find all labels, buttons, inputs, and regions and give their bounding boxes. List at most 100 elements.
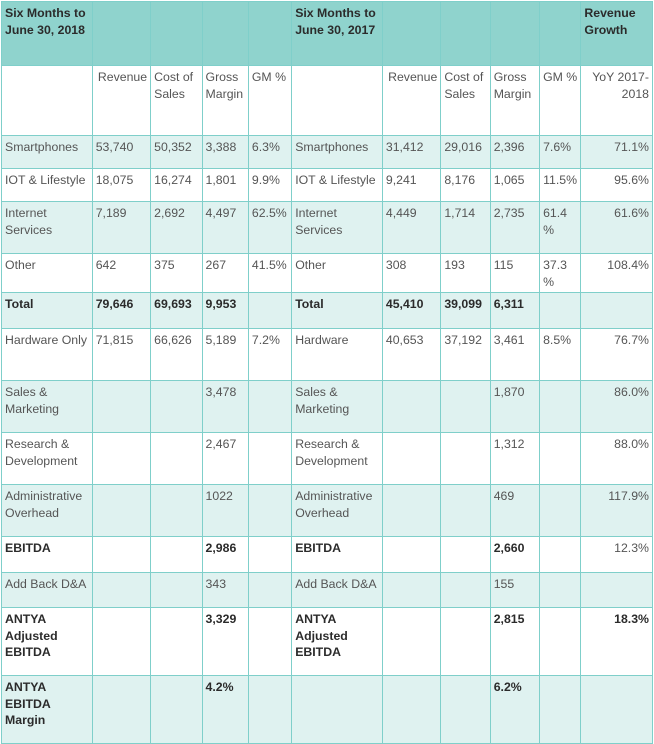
revenue-2017-cell: 31,412 [381, 135, 442, 169]
cost-2018-cell: 16,274 [150, 168, 203, 202]
row-label-2017: Internet Services [291, 201, 383, 254]
revenue-2017-cell [381, 484, 442, 537]
row-label-2018: Other [1, 253, 93, 293]
revenue-2017-cell [381, 675, 442, 744]
revenue-2017-header: Revenue [381, 65, 442, 136]
gross-2018-cell: 4,497 [201, 201, 249, 254]
cost-2018-cell [150, 607, 203, 676]
gross-2018-cell: 2,467 [201, 432, 249, 485]
gross-2018-cell: 1022 [201, 484, 249, 537]
revenue-2017-cell [381, 432, 442, 485]
gross-2018-cell: 9,953 [201, 292, 249, 329]
revenue-2018-header: Revenue [91, 65, 152, 136]
yoy-cell: 86.0% [580, 380, 653, 433]
yoy-cell [580, 572, 653, 608]
revenue-2018-cell [91, 484, 152, 537]
yoy-cell: 95.6% [580, 168, 653, 202]
gross-2017-cell: 3,461 [489, 328, 541, 381]
cost-2017-cell: 193 [440, 253, 491, 293]
yoy-cell: 108.4% [580, 253, 653, 293]
cost-2018-cell: 2,692 [150, 201, 203, 254]
gm-pct-2018-cell: 7.2% [247, 328, 293, 381]
cost-2018-cell [150, 432, 203, 485]
yoy-cell [580, 292, 653, 329]
gross-2017-cell: 1,312 [489, 432, 541, 485]
gm-2018-header: GM % [247, 65, 293, 136]
cost-2017-cell [440, 432, 491, 485]
gross-2018-cell: 1,801 [201, 168, 249, 202]
gross-2017-cell: 2,815 [489, 607, 541, 676]
revenue-2018-cell [91, 607, 152, 676]
revenue-growth-header: Revenue Growth [580, 1, 653, 66]
row-label-2018: Add Back D&A [1, 572, 93, 608]
gm-pct-2017-cell [539, 432, 582, 485]
cost-2018-cell: 50,352 [150, 135, 203, 169]
gross-2018-cell: 2,986 [201, 536, 249, 573]
gm-pct-2018-cell [247, 675, 293, 744]
table-row: EBITDA 2,986 EBITDA 2,660 12.3% [1, 536, 653, 573]
gm-pct-2018-cell [247, 536, 293, 573]
row-label-2018: Sales & Marketing [1, 380, 93, 433]
row-label-2018: Research & Development [1, 432, 93, 485]
cost-2017-cell: 29,016 [440, 135, 491, 169]
yoy-cell: 88.0% [580, 432, 653, 485]
cost-2018-cell [150, 536, 203, 573]
table-row: Internet Services 7,189 2,692 4,497 62.5% Int… [1, 201, 653, 254]
gross-2017-cell: 6,311 [489, 292, 541, 329]
cost-2017-cell [440, 484, 491, 537]
table-row: ANTYA Adjusted EBITDA 3,329 ANTYA Adjusted… [1, 607, 653, 676]
gross-2018-cell: 3,388 [201, 135, 249, 169]
cost-2017-cell [440, 380, 491, 433]
gross-2018-cell: 343 [201, 572, 249, 608]
row-label-2018: Hardware Only [1, 328, 93, 381]
yoy-cell: 71.1% [580, 135, 653, 169]
cost-2017-cell [440, 572, 491, 608]
gm-pct-2018-cell [247, 572, 293, 608]
cost-2017-cell [440, 536, 491, 573]
gross-2017-cell: 155 [489, 572, 541, 608]
gm-pct-2017-cell: 37.3% [539, 253, 582, 293]
gm-pct-2017-cell [539, 572, 582, 608]
yoy-cell: 61.6% [580, 201, 653, 254]
gm-pct-2017-cell: 11.5% [539, 168, 582, 202]
gm-pct-2017-cell [539, 675, 582, 744]
table-row: Add Back D&A 343 Add Back D&A 155 [1, 572, 653, 608]
gross-2018-cell: 5,189 [201, 328, 249, 381]
row-label-2017: Other [291, 253, 383, 293]
yoy-cell: 117.9% [580, 484, 653, 537]
cost-2017-header: Cost of Sales [440, 65, 491, 136]
revenue-2018-cell: 53,740 [91, 135, 152, 169]
row-label-2017: Research & Development [291, 432, 383, 485]
revenue-2017-cell: 45,410 [381, 292, 442, 329]
cost-2018-header: Cost of Sales [150, 65, 203, 136]
gross-2017-header: Gross Margin [489, 65, 541, 136]
row-label-2018: EBITDA [1, 536, 93, 573]
gm-pct-2018-cell: 9.9% [247, 168, 293, 202]
revenue-2017-cell [381, 572, 442, 608]
gm-pct-2017-cell [539, 536, 582, 573]
row-label-2018: Administrative Overhead [1, 484, 93, 537]
gm-pct-2017-cell [539, 484, 582, 537]
row-label-2018: IOT & Lifestyle [1, 168, 93, 202]
gm-pct-2018-cell [247, 607, 293, 676]
gm-pct-2018-cell: 62.5% [247, 201, 293, 254]
row-label-2018: Internet Services [1, 201, 93, 254]
gm-2017-header: GM % [539, 65, 582, 136]
cost-2018-cell [150, 572, 203, 608]
revenue-2018-cell [91, 432, 152, 485]
yoy-cell: 76.7% [580, 328, 653, 381]
revenue-2018-cell [91, 380, 152, 433]
gm-pct-2017-cell [539, 607, 582, 676]
cost-2017-cell: 8,176 [440, 168, 491, 202]
revenue-2018-cell [91, 675, 152, 744]
gm-pct-2018-cell [247, 432, 293, 485]
table-row: Total 79,646 69,693 9,953 Total 45,410 39,099 6… [1, 292, 653, 329]
table-row: Sales & Marketing 3,478 Sales & Marketing 1… [1, 380, 653, 433]
gross-2018-cell: 4.2% [201, 675, 249, 744]
header-row: Six Months to June 30, 2018 Six Months t… [1, 1, 653, 66]
gross-2018-cell: 3,478 [201, 380, 249, 433]
gm-pct-2017-cell: 61.4% [539, 201, 582, 254]
gross-2017-cell: 1,870 [489, 380, 541, 433]
gross-2017-cell: 6.2% [489, 675, 541, 744]
